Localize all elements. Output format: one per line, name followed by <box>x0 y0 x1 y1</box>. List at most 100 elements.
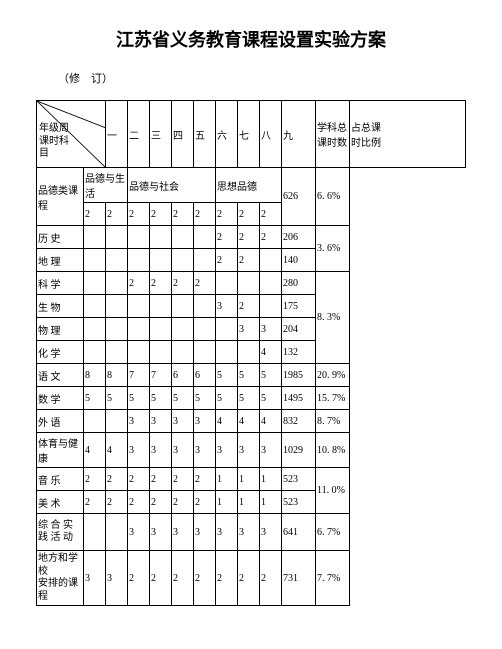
total-cell: 280 <box>282 272 316 295</box>
data-cell: 2 <box>106 203 128 226</box>
total-cell: 641 <box>282 514 316 551</box>
group-label: 思想品德 <box>216 168 282 203</box>
data-cell: 6 <box>172 364 194 387</box>
data-cell <box>238 272 260 295</box>
data-cell: 2 <box>194 491 216 514</box>
data-cell: 2 <box>172 491 194 514</box>
total-cell: 832 <box>282 410 316 433</box>
data-cell <box>106 318 128 341</box>
data-cell: 2 <box>172 551 194 606</box>
data-cell: 3 <box>216 514 238 551</box>
data-cell: 7 <box>128 364 150 387</box>
revision-note: （修 订） <box>58 70 466 86</box>
data-cell <box>128 226 150 249</box>
pct-cell: 8. 3% <box>316 272 350 364</box>
data-cell: 4 <box>238 410 260 433</box>
data-cell: 2 <box>194 203 216 226</box>
data-cell <box>260 249 282 272</box>
data-cell: 5 <box>238 364 260 387</box>
data-cell: 3 <box>216 433 238 468</box>
data-cell: 5 <box>216 364 238 387</box>
grade-col: 七 <box>238 101 260 168</box>
data-cell: 2 <box>106 491 128 514</box>
data-cell: 4 <box>84 433 106 468</box>
data-cell: 4 <box>106 433 128 468</box>
data-cell <box>84 514 106 551</box>
total-cell: 206 <box>282 226 316 249</box>
data-cell: 1 <box>238 491 260 514</box>
subject-label: 语 文 <box>37 364 84 387</box>
data-cell <box>172 249 194 272</box>
data-cell <box>194 295 216 318</box>
data-cell <box>260 272 282 295</box>
total-cell: 175 <box>282 295 316 318</box>
data-cell: 5 <box>238 387 260 410</box>
group-label: 品德与生活 <box>84 168 128 203</box>
grade-col: 九 <box>282 101 316 168</box>
data-cell: 3 <box>106 551 128 606</box>
data-cell <box>84 249 106 272</box>
data-cell <box>194 318 216 341</box>
total-cell: 523 <box>282 468 316 491</box>
grade-col: 三 <box>150 101 172 168</box>
corner-cell: 年级周课时科目 <box>37 101 106 168</box>
data-cell: 1 <box>260 468 282 491</box>
data-cell: 2 <box>128 551 150 606</box>
data-cell <box>238 341 260 364</box>
data-cell: 2 <box>260 551 282 606</box>
subject-label: 历 史 <box>37 226 84 249</box>
pct-cell: 6. 6% <box>316 168 350 226</box>
grade-col: 六 <box>216 101 238 168</box>
subject-label: 综 合 实践 活 动 <box>37 514 84 551</box>
total-cell: 1029 <box>282 433 316 468</box>
data-cell: 2 <box>84 203 106 226</box>
data-cell: 2 <box>106 468 128 491</box>
data-cell <box>150 226 172 249</box>
data-cell <box>84 295 106 318</box>
data-cell <box>128 249 150 272</box>
data-cell: 2 <box>216 551 238 606</box>
data-cell <box>106 410 128 433</box>
data-cell: 3 <box>128 410 150 433</box>
data-cell: 2 <box>216 249 238 272</box>
pct-cell: 10. 8% <box>316 433 350 468</box>
data-cell <box>106 226 128 249</box>
data-cell: 3 <box>84 551 106 606</box>
data-cell: 1 <box>238 468 260 491</box>
data-cell: 5 <box>260 387 282 410</box>
data-cell <box>216 318 238 341</box>
data-cell <box>84 410 106 433</box>
data-cell: 1 <box>216 468 238 491</box>
data-cell: 3 <box>172 433 194 468</box>
subject-label: 外 语 <box>37 410 84 433</box>
data-cell <box>84 318 106 341</box>
data-cell <box>172 226 194 249</box>
data-cell: 3 <box>128 514 150 551</box>
data-cell: 3 <box>172 514 194 551</box>
data-cell: 2 <box>260 203 282 226</box>
pct-cell: 20. 9% <box>316 364 350 387</box>
data-cell: 2 <box>128 203 150 226</box>
data-cell: 5 <box>84 387 106 410</box>
data-cell <box>106 295 128 318</box>
data-cell: 5 <box>216 387 238 410</box>
data-cell <box>194 226 216 249</box>
pct-cell: 7. 7% <box>316 551 350 606</box>
data-cell: 2 <box>128 272 150 295</box>
data-cell: 3 <box>194 433 216 468</box>
data-cell: 5 <box>150 387 172 410</box>
data-cell <box>84 226 106 249</box>
data-cell: 8 <box>106 364 128 387</box>
data-cell <box>84 272 106 295</box>
total-header: 学科总课时数 <box>316 101 350 168</box>
data-cell: 5 <box>106 387 128 410</box>
corner-label: 年级周课时科目 <box>39 123 69 161</box>
data-cell: 5 <box>260 364 282 387</box>
data-cell: 2 <box>150 468 172 491</box>
data-cell: 2 <box>238 226 260 249</box>
data-cell: 2 <box>238 249 260 272</box>
total-cell: 140 <box>282 249 316 272</box>
grade-col: 五 <box>194 101 216 168</box>
data-cell <box>172 295 194 318</box>
total-cell: 523 <box>282 491 316 514</box>
